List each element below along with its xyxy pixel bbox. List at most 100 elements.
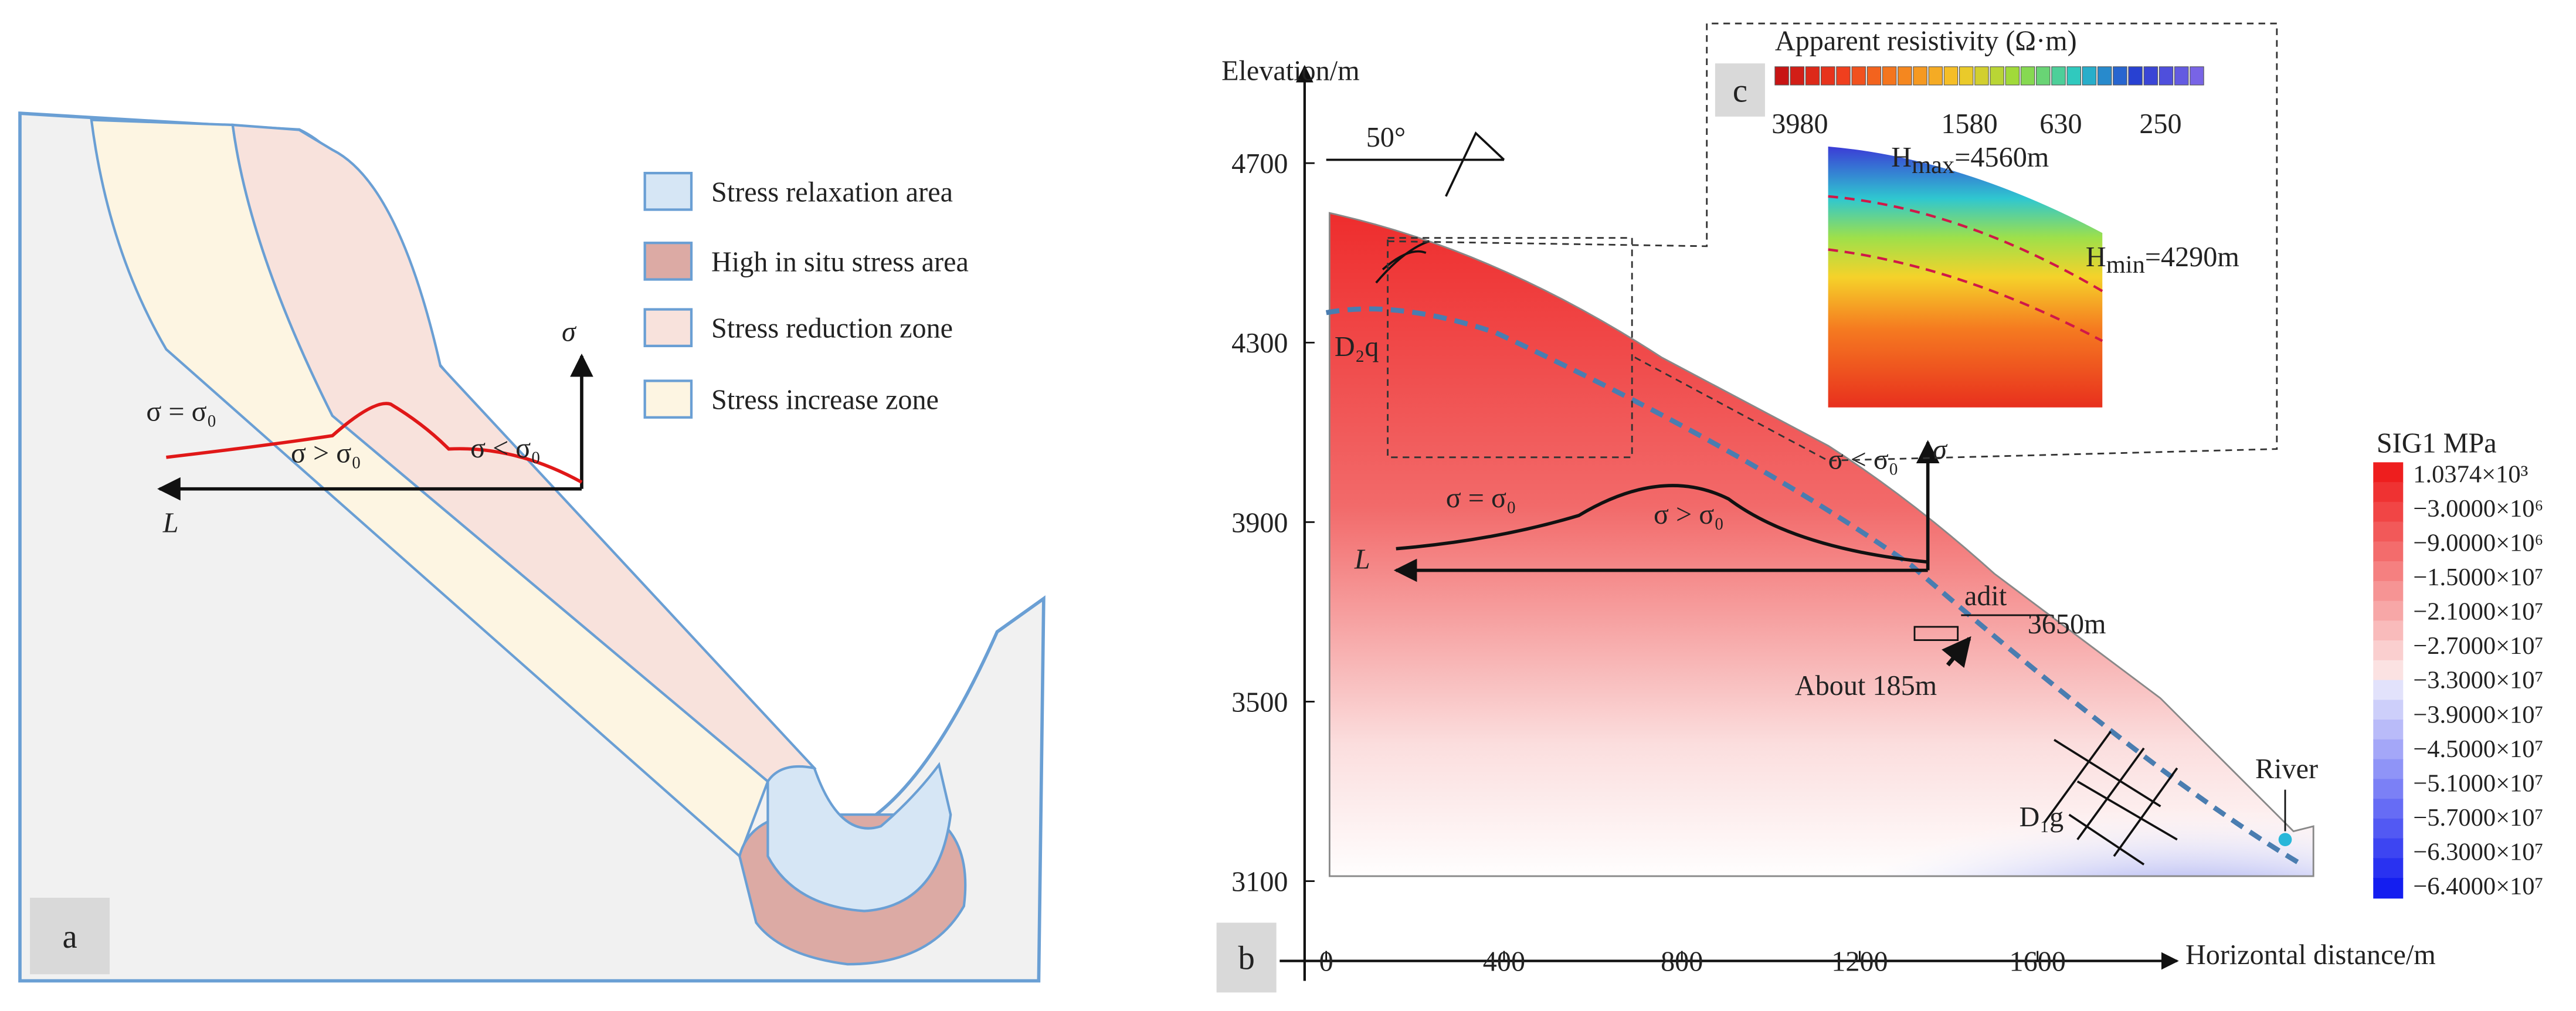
legend-label: Stress relaxation area	[711, 177, 953, 208]
colorbar-band	[2005, 66, 2020, 86]
colorbar-band	[2373, 660, 2404, 681]
colorbar-band	[2373, 501, 2404, 523]
colorbar-band	[2036, 66, 2051, 86]
legend-swatch	[643, 308, 693, 348]
colorbar-band	[2020, 66, 2035, 86]
y-tick-label: 4700	[1231, 148, 1288, 179]
h-symbol: H	[1891, 142, 1912, 173]
x-tick-label: 1600	[2010, 946, 2066, 978]
colorbar-band	[2190, 66, 2204, 86]
panel-label: a	[62, 918, 77, 955]
h-symbol: H	[2086, 242, 2106, 273]
boundary-line	[1325, 306, 2303, 867]
colorbar-band	[1866, 66, 1882, 86]
colorbar-band	[2128, 66, 2143, 86]
colorbar-band	[2113, 66, 2127, 86]
colorbar-label: −5.1000×10⁷	[2413, 769, 2543, 797]
h-max: Hmax=4560m	[1891, 142, 2049, 179]
adit-box	[1913, 626, 1959, 641]
panel-c: c Apparent resistivity (Ω·m) Hmax=4560m …	[1387, 22, 2278, 462]
annotation: σ = σ₀	[1446, 483, 1516, 514]
colorbar-band	[2373, 581, 2404, 602]
colorbar-band	[1898, 66, 1912, 86]
colorbar-band	[1821, 66, 1835, 86]
river-label: River	[2255, 754, 2318, 785]
stress-curve	[166, 402, 583, 484]
colorbar-label: −6.3000×10⁷	[2413, 839, 2543, 866]
colorbar-label: −6.4000×10⁷	[2413, 873, 2543, 900]
colorbar-band	[2097, 66, 2112, 86]
resistivity-image	[1828, 146, 2103, 408]
x-tick-label: 400	[1483, 946, 1525, 978]
colorbar-band	[2373, 561, 2404, 582]
colorbar-band	[2373, 759, 2404, 780]
colorbar-label: −5.7000×10⁷	[2413, 804, 2543, 832]
axis-label: σ	[562, 316, 577, 347]
legend-label: Stress increase zone	[711, 385, 939, 416]
h-min: Hmin=4290m	[2086, 242, 2239, 279]
legend-swatch	[643, 379, 693, 419]
x-axis-label: Horizontal distance/m	[2185, 939, 2436, 971]
x-tick-label: 800	[1661, 946, 1703, 978]
stress-curve	[1396, 484, 1928, 564]
colorbar-band	[2373, 521, 2404, 542]
legend-swatch	[643, 172, 693, 211]
colorbar-band	[1790, 66, 1805, 86]
panel-label-box	[1715, 63, 1765, 117]
colorbar-band	[2066, 66, 2081, 86]
colorbar-label: 1580	[1941, 108, 1997, 140]
colorbar-band	[1974, 66, 1989, 86]
panel-label-box	[1216, 922, 1277, 993]
panel-label-box	[30, 897, 110, 975]
colorbar-band	[2373, 541, 2404, 562]
depth-arrow	[1942, 636, 1971, 669]
colorbar-band	[1959, 66, 1974, 86]
colorbar-band	[2373, 838, 2404, 859]
legend-label: Stress reduction zone	[711, 313, 953, 344]
colorbar-band	[1990, 66, 2004, 86]
colorbar-title: SIG1 MPa	[2377, 428, 2497, 459]
colorbar-band	[2373, 720, 2404, 741]
colorbar-label: −2.1000×10⁷	[2413, 598, 2543, 626]
legend-label: High in situ stress area	[711, 246, 969, 277]
inset-frame	[1387, 22, 2278, 462]
panel-label: c	[1733, 72, 1747, 109]
colorbar-band	[2373, 739, 2404, 761]
colorbar-band	[1882, 66, 1897, 86]
y-tick-label: 3100	[1231, 867, 1288, 898]
colorbar-band	[1805, 66, 1820, 86]
x-tick-label: 1200	[1831, 946, 1888, 978]
boundary-line	[1828, 195, 2103, 293]
colorbar-band	[2051, 66, 2066, 86]
colorbar-band	[1943, 66, 1959, 86]
colorbar-band	[2373, 779, 2404, 800]
relaxation-area	[766, 762, 952, 912]
x-tick-label: 0	[1319, 946, 1333, 978]
h-sub: max	[1912, 151, 1954, 179]
stratum: D₂q	[1335, 331, 1379, 362]
colorbar-band	[2373, 462, 2404, 483]
section-outline	[1328, 212, 2314, 877]
colorbar-label: −1.5000×10⁷	[2413, 564, 2543, 591]
colorbar-band	[2373, 640, 2404, 661]
y-tick-label: 3500	[1231, 687, 1288, 718]
dip-symbol	[1445, 131, 1505, 197]
colorbar-label: −2.7000×10⁷	[2413, 632, 2543, 660]
boundary-line	[1828, 248, 2103, 342]
panel-a: Stress relaxation area High in situ stre…	[18, 111, 1046, 983]
river-mark	[2278, 833, 2292, 847]
colorbar-band	[2143, 66, 2158, 86]
colorbar-label: −3.0000×10⁶	[2413, 495, 2543, 523]
stratum: D₁g	[2020, 802, 2064, 833]
annotation: σ > σ₀	[1654, 499, 1724, 530]
dip-label: 50°	[1366, 122, 1406, 153]
colorbar-band	[2373, 482, 2404, 503]
h-value: =4290m	[2145, 242, 2239, 273]
colorbar-label: 3980	[1771, 108, 1828, 140]
h-value: =4560m	[1954, 142, 2049, 173]
colorbar-band	[2373, 700, 2404, 721]
colorbar-band	[2373, 858, 2404, 879]
colorbar-band	[2158, 66, 2174, 86]
y-tick-label: 3900	[1231, 507, 1288, 538]
